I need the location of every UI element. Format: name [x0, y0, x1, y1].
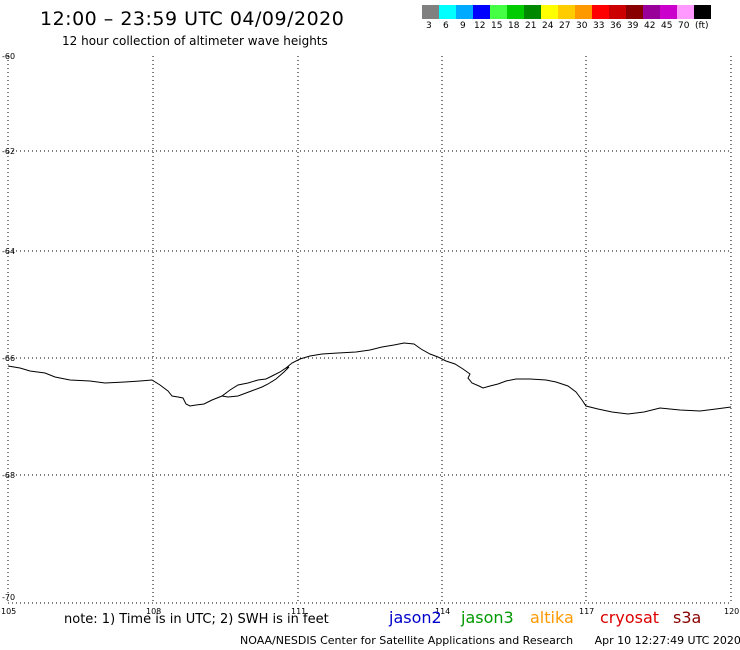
- legend-swatch: [422, 5, 439, 19]
- mission-cryosat: cryosat: [600, 608, 660, 627]
- legend-swatch: [609, 5, 626, 19]
- legend-label: 39: [627, 21, 639, 31]
- credit-line: NOAA/NESDIS Center for Satellite Applica…: [240, 634, 740, 647]
- lon-label: 117: [579, 607, 594, 616]
- legend-label: 3: [426, 21, 432, 31]
- legend-swatch: [643, 5, 660, 19]
- legend-label: 15: [491, 21, 503, 31]
- legend-label: 70: [678, 21, 690, 31]
- credit-text: NOAA/NESDIS Center for Satellite Applica…: [240, 634, 574, 647]
- lat-label: -68: [2, 471, 15, 480]
- legend-swatch: [473, 5, 490, 19]
- legend-swatch: [507, 5, 524, 19]
- legend-swatch: [626, 5, 643, 19]
- legend-label: 18: [508, 21, 520, 31]
- legend-swatch: [490, 5, 507, 19]
- lat-label: -70: [2, 593, 15, 602]
- legend-label: 33: [593, 21, 605, 31]
- legend-label: 30: [576, 21, 588, 31]
- legend-label: 36: [610, 21, 622, 31]
- legend-label: 12: [474, 21, 486, 31]
- legend-label: 24: [542, 21, 554, 31]
- legend-swatch: [541, 5, 558, 19]
- map-subtitle: 12 hour collection of altimeter wave hei…: [62, 34, 328, 48]
- mission-jason2: jason2: [389, 608, 442, 627]
- legend-label: 42: [644, 21, 656, 31]
- legend-swatch: [524, 5, 541, 19]
- legend-swatch: [558, 5, 575, 19]
- legend-swatch: [660, 5, 677, 19]
- legend-label: 27: [559, 21, 571, 31]
- lat-label: -66: [2, 354, 15, 363]
- legend-swatch: [439, 5, 456, 19]
- legend-swatch: [694, 5, 711, 19]
- mission-s3a: s3a: [673, 608, 702, 627]
- map-title: 12:00 – 23:59 UTC 04/09/2020: [40, 8, 345, 30]
- footnote: note: 1) Time is in UTC; 2) SWH is in fe…: [64, 612, 329, 627]
- legend-label: (ft): [695, 21, 709, 31]
- lat-label: -60: [2, 52, 15, 61]
- coastline: [7, 342, 732, 415]
- lat-label: -64: [2, 247, 15, 256]
- lon-label: 114: [435, 607, 450, 616]
- legend-label: 6: [443, 21, 449, 31]
- legend-label: 9: [460, 21, 466, 31]
- lon-label: 108: [146, 607, 161, 616]
- timestamp: Apr 10 12:27:49 UTC 2020: [594, 634, 740, 647]
- lon-label: 105: [1, 607, 16, 616]
- legend-swatch: [592, 5, 609, 19]
- lat-label: -62: [2, 147, 15, 156]
- mission-altika: altika: [530, 608, 574, 627]
- legend-swatch: [456, 5, 473, 19]
- legend-swatch: [677, 5, 694, 19]
- lon-label: 111: [291, 607, 306, 616]
- legend-label: 21: [525, 21, 537, 31]
- lon-label: 120: [724, 607, 739, 616]
- mission-jason3: jason3: [461, 608, 514, 627]
- wave-height-color-legend: [422, 5, 711, 19]
- grid: [7, 56, 732, 604]
- legend-label: 45: [661, 21, 673, 31]
- legend-swatch: [575, 5, 592, 19]
